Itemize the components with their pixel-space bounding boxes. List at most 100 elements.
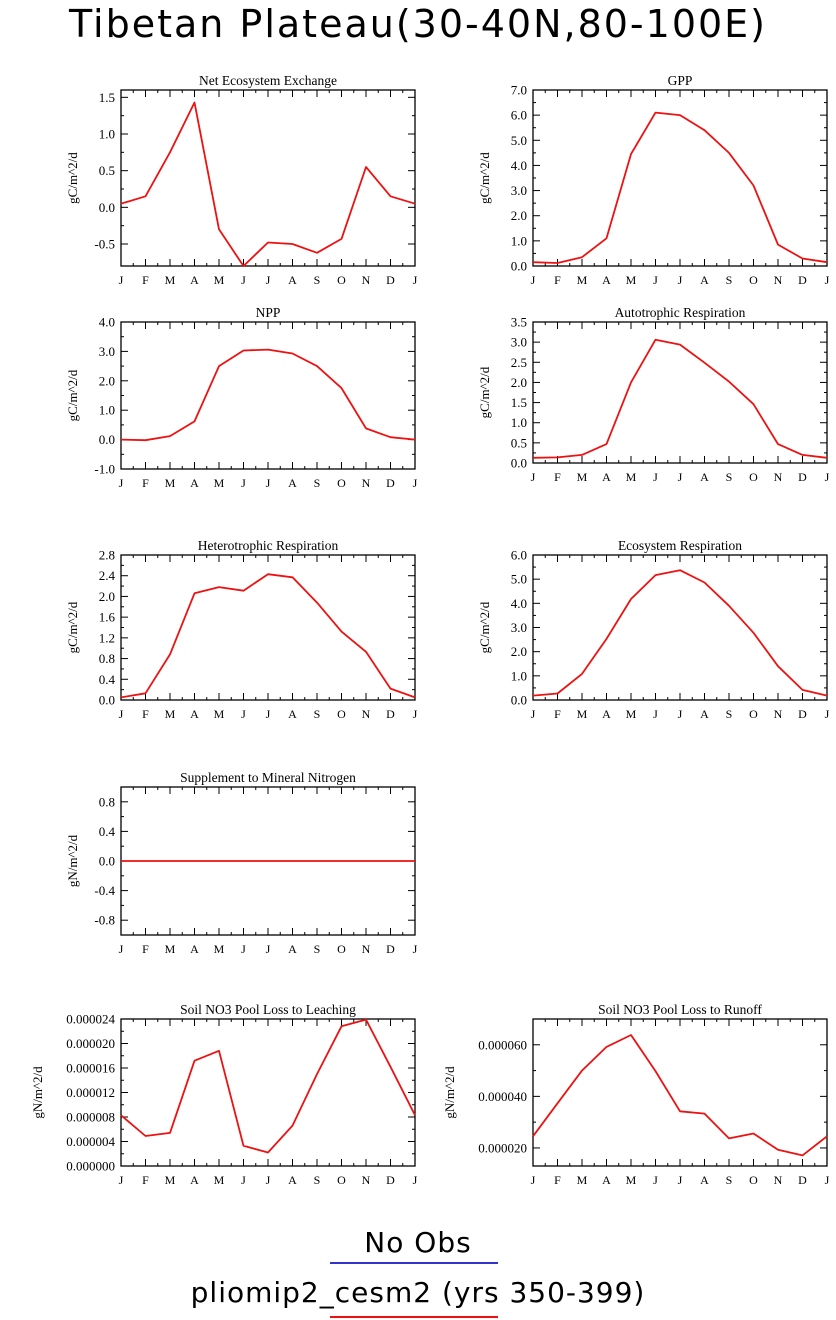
x-tick-label: A bbox=[700, 707, 709, 721]
x-tick-label: J bbox=[413, 1173, 418, 1187]
x-tick-label: M bbox=[165, 707, 176, 721]
x-tick-label: N bbox=[774, 707, 783, 721]
y-tick-label: 1.6 bbox=[99, 610, 116, 625]
x-tick-label: A bbox=[288, 273, 297, 287]
x-tick-label: J bbox=[266, 707, 271, 721]
series-line bbox=[120, 573, 416, 699]
legend-model-label: pliomip2_cesm2 (yrs 350-399) bbox=[190, 1276, 646, 1309]
x-tick-label: A bbox=[700, 1173, 709, 1187]
x-tick-label: M bbox=[626, 273, 637, 287]
x-tick-label: J bbox=[119, 707, 124, 721]
x-tick-label: A bbox=[288, 476, 297, 490]
y-tick-label: 0.8 bbox=[99, 794, 115, 809]
y-tick-label: 7.0 bbox=[511, 83, 527, 98]
x-tick-label: J bbox=[413, 942, 418, 956]
x-tick-label: O bbox=[337, 1173, 346, 1187]
x-tick-label: S bbox=[726, 707, 733, 721]
x-tick-label: J bbox=[266, 476, 271, 490]
x-tick-label: S bbox=[726, 1173, 733, 1187]
x-tick-label: M bbox=[626, 707, 637, 721]
x-tick-label: J bbox=[413, 273, 418, 287]
y-axis-label: gC/m^2/d bbox=[65, 601, 80, 653]
x-tick-label: O bbox=[749, 273, 758, 287]
x-tick-label: F bbox=[554, 273, 561, 287]
series-line bbox=[532, 1034, 828, 1157]
x-tick-label: D bbox=[798, 707, 807, 721]
x-tick-label: D bbox=[386, 476, 395, 490]
y-tick-label: 3.0 bbox=[99, 344, 115, 359]
x-tick-label: A bbox=[602, 707, 611, 721]
chart-4: J F M A M J J A S O N D J0.00.51.01.52.02.53.03.5Aut… bbox=[477, 305, 830, 484]
x-tick-label: F bbox=[142, 707, 149, 721]
y-tick-label: 2.0 bbox=[99, 373, 115, 388]
y-tick-label: 4.0 bbox=[99, 315, 115, 330]
chart-title: Soil NO3 Pool Loss to Runoff bbox=[598, 1002, 762, 1017]
y-tick-label: 2.8 bbox=[99, 548, 115, 563]
y-tick-label: 0.000000 bbox=[66, 1159, 115, 1174]
y-tick-label: 1.0 bbox=[511, 415, 527, 430]
x-tick-label: N bbox=[774, 273, 783, 287]
x-tick-label: M bbox=[165, 273, 176, 287]
x-tick-label: A bbox=[288, 1173, 297, 1187]
y-tick-label: 0.000004 bbox=[66, 1134, 115, 1149]
y-tick-label: 2.0 bbox=[511, 644, 527, 659]
legend-obs-line bbox=[330, 1262, 498, 1264]
x-tick-label: M bbox=[626, 470, 637, 484]
x-tick-label: J bbox=[825, 470, 830, 484]
y-tick-label: 0.000040 bbox=[478, 1089, 527, 1104]
y-tick-label: 2.0 bbox=[511, 208, 527, 223]
x-tick-label: F bbox=[142, 942, 149, 956]
x-tick-label: J bbox=[413, 476, 418, 490]
x-tick-label: M bbox=[577, 273, 588, 287]
y-tick-label: -1.0 bbox=[94, 462, 115, 477]
y-tick-label: 0.8 bbox=[99, 651, 115, 666]
y-tick-label: 0.000024 bbox=[66, 1012, 115, 1027]
x-tick-label: S bbox=[314, 476, 321, 490]
page-title: Tibetan Plateau(30-40N,80-100E) bbox=[68, 2, 768, 46]
x-tick-label: M bbox=[165, 1173, 176, 1187]
y-axis-label: gC/m^2/d bbox=[477, 366, 492, 418]
x-tick-label: N bbox=[362, 1173, 371, 1187]
x-tick-label: J bbox=[119, 942, 124, 956]
y-tick-label: 0.000016 bbox=[66, 1061, 115, 1076]
x-tick-label: S bbox=[726, 273, 733, 287]
x-tick-label: J bbox=[678, 1173, 683, 1187]
x-tick-label: J bbox=[266, 1173, 271, 1187]
x-tick-label: D bbox=[386, 707, 395, 721]
chart-7: J F M A M J J A S O N D J-0.8-0.40.00.40.8Supplement… bbox=[65, 770, 418, 956]
y-tick-label: -0.8 bbox=[94, 913, 115, 928]
legend-model-line bbox=[330, 1316, 498, 1318]
chart-8: J F M A M J J A S O N D J0.0000000.0000040.0000080.0… bbox=[30, 1002, 418, 1187]
x-tick-label: O bbox=[337, 476, 346, 490]
x-tick-label: J bbox=[653, 470, 658, 484]
chart-5: J F M A M J J A S O N D J0.00.40.81.21.62.02.42.8Het… bbox=[65, 538, 418, 721]
y-tick-label: 0.000012 bbox=[66, 1085, 115, 1100]
y-axis-label: gC/m^2/d bbox=[65, 369, 80, 421]
y-tick-label: 0.0 bbox=[99, 200, 115, 215]
x-tick-label: J bbox=[825, 1173, 830, 1187]
x-tick-label: M bbox=[214, 942, 225, 956]
x-tick-label: S bbox=[726, 470, 733, 484]
x-tick-label: J bbox=[531, 470, 536, 484]
plot-frame bbox=[120, 89, 416, 267]
x-tick-label: J bbox=[825, 273, 830, 287]
y-tick-label: 0.0 bbox=[511, 456, 527, 471]
y-tick-label: 0.0 bbox=[99, 432, 115, 447]
y-tick-label: 1.0 bbox=[511, 233, 527, 248]
x-tick-label: J bbox=[678, 273, 683, 287]
x-tick-label: O bbox=[337, 942, 346, 956]
plot-frame bbox=[532, 321, 828, 464]
x-tick-label: M bbox=[165, 476, 176, 490]
x-tick-label: J bbox=[678, 470, 683, 484]
y-tick-label: 3.0 bbox=[511, 620, 527, 635]
series-line bbox=[120, 101, 416, 267]
y-tick-label: 6.0 bbox=[511, 108, 527, 123]
x-tick-label: J bbox=[241, 707, 246, 721]
y-tick-label: 0.000020 bbox=[478, 1140, 527, 1155]
y-tick-label: 1.0 bbox=[511, 668, 527, 683]
x-tick-label: A bbox=[288, 707, 297, 721]
chart-3: J F M A M J J A S O N D J-1.00.01.02.03.04.0NPPgC/m^… bbox=[65, 305, 418, 490]
y-tick-label: 0.4 bbox=[99, 824, 116, 839]
x-tick-label: D bbox=[798, 470, 807, 484]
